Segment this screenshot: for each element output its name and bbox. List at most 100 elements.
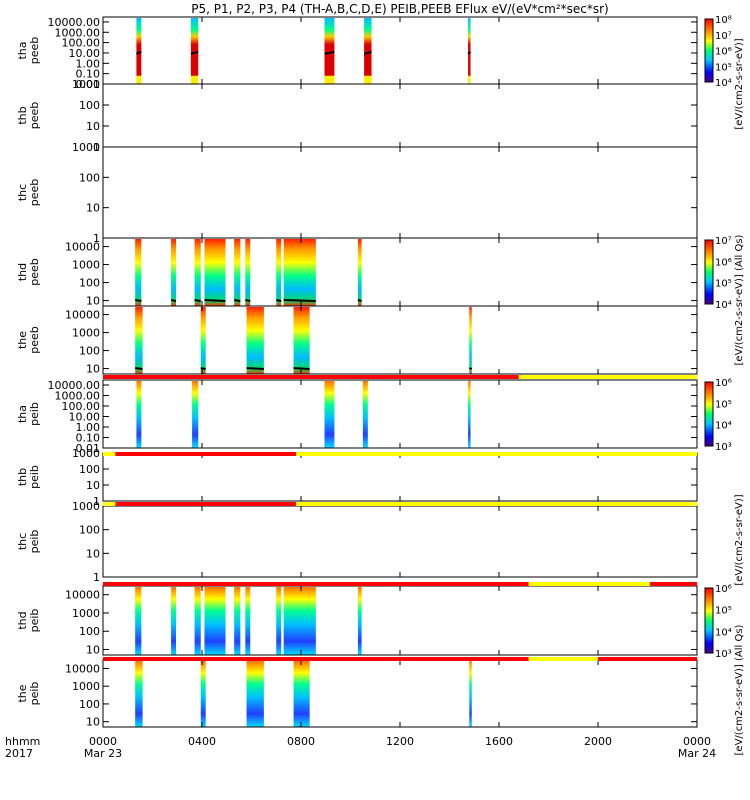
- y-tick-label: 1: [93, 232, 100, 245]
- data-interval: [171, 587, 177, 655]
- sc-potential-line: [468, 367, 473, 370]
- data-interval: [364, 18, 372, 84]
- data-interval: [324, 381, 335, 448]
- time-row-label: hhmm: [5, 735, 40, 748]
- panel-thc_peib: 1000 100 10 1 thcpeib: [16, 500, 698, 584]
- panel-label-product: peib: [28, 465, 41, 489]
- colorbar-unit-thd_peib_group: [eV/(cm2-s-sr-eV)] (All Qs): [734, 624, 745, 755]
- quality-segment-flag: [528, 582, 650, 586]
- panel-label-product: peib: [28, 530, 41, 554]
- data-interval: [204, 587, 226, 655]
- sc-potential-line: [245, 299, 251, 302]
- sc-potential-line: [190, 50, 199, 55]
- colorbar-unit-tha_peib: [eV/(cm2-s-sr-eV)]: [734, 494, 745, 585]
- data-interval: [135, 307, 143, 374]
- panel-label-thc_peeb: thcpeeb: [16, 179, 41, 207]
- data-interval: [135, 587, 142, 655]
- sc-potential-line: [136, 50, 142, 55]
- colorbar-tick: 10⁶: [715, 257, 732, 268]
- quality-segment-flag: [296, 452, 697, 456]
- data-interval: [357, 239, 362, 306]
- time-tick-label: 1200: [386, 735, 414, 748]
- colorbar-tick: 10⁵: [715, 606, 732, 617]
- y-tick-label: 100: [79, 171, 100, 184]
- y-tick-label: 10: [86, 120, 100, 133]
- time-tick-label: 2000: [584, 735, 612, 748]
- quality-segment-good: [103, 582, 529, 586]
- sc-potential-line: [200, 367, 206, 370]
- data-interval: [204, 239, 226, 306]
- colorbar-tick: 10⁵: [715, 62, 732, 73]
- panel-frame: [102, 585, 698, 656]
- y-tick-label: 0.10: [76, 432, 101, 445]
- y-tick-label: 10000: [65, 589, 100, 602]
- quality-segment-flag: [103, 502, 116, 506]
- sc-potential-line: [283, 299, 316, 302]
- colorbar-tick: 10⁷: [715, 236, 732, 247]
- panel-thd_peib: 10000 1000 100 10 thdpeib: [16, 585, 698, 657]
- colorbar-tick: 10³: [715, 442, 732, 453]
- colorbar-tick: 10⁵: [715, 279, 732, 290]
- data-interval: [200, 307, 206, 374]
- quality-segment-flag: [518, 375, 697, 379]
- y-tick-label: 1000: [72, 141, 100, 154]
- data-interval: [357, 587, 362, 655]
- year-label: 2017: [5, 747, 33, 760]
- date-tick-label: Mar 24: [678, 747, 716, 760]
- panel-label-product: peeb: [28, 102, 41, 130]
- data-interval: [194, 587, 201, 655]
- colorbar-tha_peib: [704, 381, 714, 447]
- sc-potential-line: [135, 367, 143, 370]
- y-tick-label: 100.00: [62, 37, 101, 50]
- y-tick-label: 1000: [72, 607, 100, 620]
- panel-frame: [102, 146, 698, 239]
- panel-label-thb_peib: thbpeib: [16, 465, 41, 489]
- sc-potential-line: [363, 50, 372, 55]
- data-interval: [135, 661, 143, 727]
- y-tick-label: 10: [86, 547, 100, 560]
- quality-bars: [103, 375, 697, 661]
- quality-segment-good: [115, 502, 297, 506]
- time-tick-label: 0400: [188, 735, 216, 748]
- colorbar-tick: 10³: [715, 649, 732, 660]
- y-tick-label: 1000.00: [55, 26, 101, 39]
- colorbar-tick: 10⁴: [715, 627, 732, 638]
- sc-potential-line: [204, 299, 226, 302]
- y-tick-label: 100: [79, 698, 100, 711]
- y-tick-label: 10000: [65, 309, 100, 322]
- y-tick-label: 100: [79, 99, 100, 112]
- time-tick-label: 0800: [287, 735, 315, 748]
- panel-label-thc_peib: thcpeib: [16, 530, 41, 554]
- colorbar-thd_peeb: [704, 239, 714, 305]
- panel-frame: [102, 83, 698, 148]
- quality-segment-good: [103, 657, 529, 661]
- panel-label-product: peeb: [28, 37, 41, 65]
- data-interval: [469, 661, 472, 727]
- data-interval: [200, 661, 206, 727]
- panel-thb_peib: 1000 100 10 1 thbpeib: [16, 447, 698, 508]
- panel-label-product: peeb: [28, 179, 41, 207]
- data-interval: [293, 307, 310, 374]
- y-tick-label: 0.01: [76, 78, 101, 91]
- y-tick-label: 1000: [72, 259, 100, 272]
- panel-label-instrument: thd: [16, 611, 29, 629]
- date-tick-label: Mar 23: [84, 747, 122, 760]
- sc-potential-line: [276, 299, 282, 302]
- data-interval: [324, 18, 335, 84]
- quality-segment-flag: [296, 502, 697, 506]
- panel-thb_peeb: 1000 100 10 1 thbpeeb: [16, 78, 698, 154]
- y-tick-label: 1: [93, 571, 100, 584]
- panel-frame: [102, 452, 698, 502]
- panel-label-thb_peeb: thbpeeb: [16, 102, 41, 130]
- data-interval: [192, 381, 199, 448]
- data-interval: [246, 661, 264, 727]
- panel-label-the_peeb: thepeeb: [16, 326, 41, 354]
- panel-label-instrument: thc: [16, 533, 29, 550]
- panel-label-instrument: tha: [16, 41, 29, 59]
- data-interval: [468, 18, 471, 84]
- y-tick-label: 10: [86, 202, 100, 215]
- panel-label-instrument: thc: [16, 184, 29, 201]
- colorbar-tha_peeb: [704, 18, 714, 83]
- data-interval: [246, 307, 264, 374]
